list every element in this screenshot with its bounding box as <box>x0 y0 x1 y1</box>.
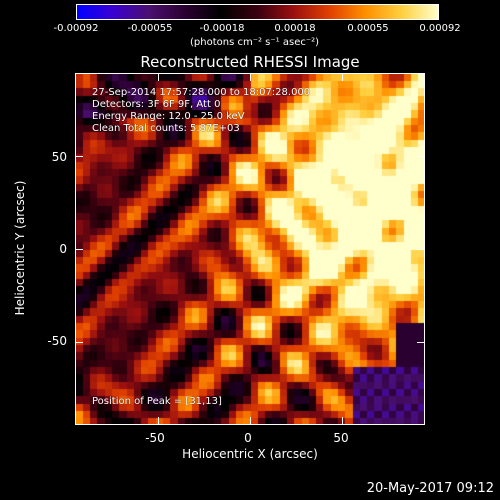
y-tick-label: 0 <box>59 242 67 256</box>
tick-mark <box>342 73 344 81</box>
y-tick-label: -50 <box>47 334 67 348</box>
image-title: Reconstructed RHESSI Image <box>140 53 360 71</box>
x-tick-label: 50 <box>333 431 349 445</box>
tick-mark <box>417 341 425 343</box>
tick-mark <box>75 156 83 158</box>
y-axis-label: Heliocentric Y (arcsec) <box>13 180 27 316</box>
colorbar-tick-label: -0.00055 <box>127 23 173 34</box>
y-tick-label: 50 <box>51 150 67 164</box>
colorbar-tick-label: 0.00018 <box>274 23 316 34</box>
timestamp: 20-May-2017 09:12 <box>366 481 494 496</box>
rhessi-image-map <box>76 74 424 424</box>
tick-mark <box>75 341 83 343</box>
tick-mark <box>342 417 344 425</box>
clean-info: Clean Total counts: 5.87E+03 <box>92 123 240 134</box>
tick-mark <box>250 417 251 425</box>
colorbar-tick-label: -0.00018 <box>199 23 245 34</box>
colorbar-units: (photons cm⁻² s⁻¹ asec⁻²) <box>190 37 320 48</box>
image-panel: 27-Sep-2014 17:57:28.000 to 18:07:28.000… <box>75 73 425 425</box>
tick-mark <box>157 417 159 425</box>
x-tick-label: 0 <box>244 431 252 445</box>
colorbar-tick-label: 0.00092 <box>419 23 461 34</box>
colorbar-tick-label: 0.00055 <box>347 23 389 34</box>
time-range: 27-Sep-2014 17:57:28.000 to 18:07:28.000 <box>92 87 311 98</box>
colorbar-tick-label: -0.00092 <box>53 23 99 34</box>
energy-range: Energy Range: 12.0 - 25.0 keV <box>92 111 245 122</box>
colorbar <box>76 4 439 20</box>
peak-position: Position of Peak = [31,13] <box>92 396 222 407</box>
tick-mark <box>250 73 251 81</box>
detectors-info: Detectors: 3F 6F 9F, Att 0 <box>92 99 221 110</box>
tick-mark <box>157 73 159 81</box>
tick-mark <box>417 249 425 250</box>
tick-mark <box>75 249 83 250</box>
x-tick-label: -50 <box>145 431 165 445</box>
tick-mark <box>417 156 425 158</box>
x-axis-label: Heliocentric X (arcsec) <box>182 447 318 461</box>
